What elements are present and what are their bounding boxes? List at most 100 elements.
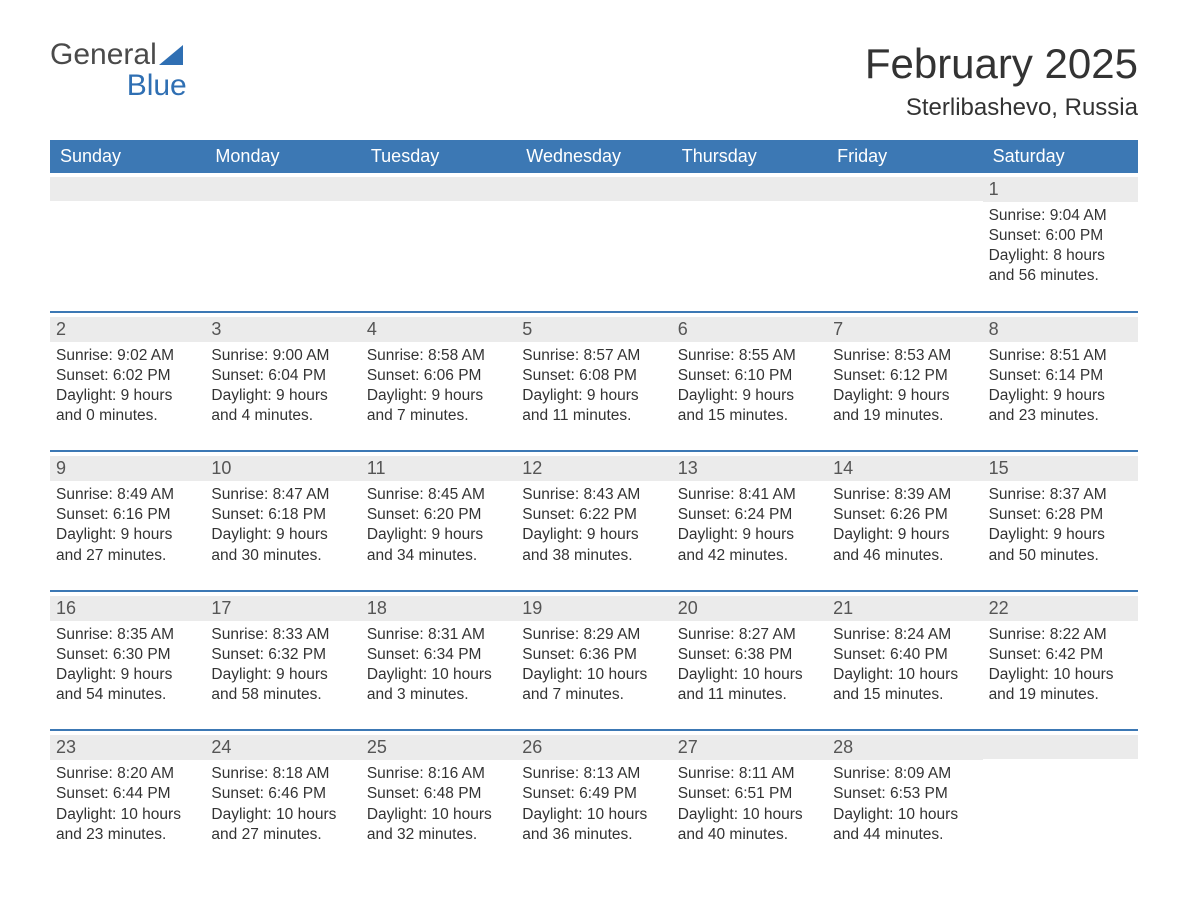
day-cell: 17Sunrise: 8:33 AMSunset: 6:32 PMDayligh… — [205, 592, 360, 716]
daylight-line-1: Daylight: 9 hours — [989, 525, 1132, 545]
day-cell — [50, 173, 205, 297]
day-details: Sunrise: 8:11 AMSunset: 6:51 PMDaylight:… — [676, 764, 821, 845]
daylight-line-2: and 44 minutes. — [833, 825, 976, 845]
daylight-line-2: and 11 minutes. — [678, 685, 821, 705]
day-number — [50, 177, 205, 201]
week-row: 1Sunrise: 9:04 AMSunset: 6:00 PMDaylight… — [50, 173, 1138, 297]
day-details: Sunrise: 8:53 AMSunset: 6:12 PMDaylight:… — [831, 346, 976, 427]
sunset-line: Sunset: 6:18 PM — [211, 505, 354, 525]
sunrise-line: Sunrise: 8:58 AM — [367, 346, 510, 366]
daylight-line-2: and 11 minutes. — [522, 406, 665, 426]
daylight-line-1: Daylight: 10 hours — [522, 805, 665, 825]
sunset-line: Sunset: 6:14 PM — [989, 366, 1132, 386]
sunset-line: Sunset: 6:06 PM — [367, 366, 510, 386]
day-cell: 21Sunrise: 8:24 AMSunset: 6:40 PMDayligh… — [827, 592, 982, 716]
day-number: 12 — [516, 456, 671, 481]
day-number: 23 — [50, 735, 205, 760]
sunset-line: Sunset: 6:42 PM — [989, 645, 1132, 665]
day-number: 16 — [50, 596, 205, 621]
daylight-line-2: and 0 minutes. — [56, 406, 199, 426]
month-title: February 2025 — [865, 40, 1138, 88]
sunset-line: Sunset: 6:36 PM — [522, 645, 665, 665]
sunset-line: Sunset: 6:44 PM — [56, 784, 199, 804]
day-details: Sunrise: 9:00 AMSunset: 6:04 PMDaylight:… — [209, 346, 354, 427]
day-cell: 11Sunrise: 8:45 AMSunset: 6:20 PMDayligh… — [361, 452, 516, 576]
sunrise-line: Sunrise: 8:13 AM — [522, 764, 665, 784]
daylight-line-1: Daylight: 9 hours — [367, 525, 510, 545]
day-cell: 16Sunrise: 8:35 AMSunset: 6:30 PMDayligh… — [50, 592, 205, 716]
daylight-line-2: and 36 minutes. — [522, 825, 665, 845]
sunrise-line: Sunrise: 8:37 AM — [989, 485, 1132, 505]
day-cell: 4 Sunrise: 8:58 AMSunset: 6:06 PMDaylight… — [361, 313, 516, 437]
day-cell: 27Sunrise: 8:11 AMSunset: 6:51 PMDayligh… — [672, 731, 827, 855]
sunset-line: Sunset: 6:40 PM — [833, 645, 976, 665]
sunrise-line: Sunrise: 8:53 AM — [833, 346, 976, 366]
day-header: Saturday — [983, 140, 1138, 173]
day-number: 4 — [361, 317, 516, 342]
day-cell: 6Sunrise: 8:55 AMSunset: 6:10 PMDaylight… — [672, 313, 827, 437]
day-details: Sunrise: 8:49 AMSunset: 6:16 PMDaylight:… — [54, 485, 199, 566]
sunrise-line: Sunrise: 8:55 AM — [678, 346, 821, 366]
daylight-line-1: Daylight: 9 hours — [56, 525, 199, 545]
day-number: 22 — [983, 596, 1138, 621]
daylight-line-1: Daylight: 10 hours — [56, 805, 199, 825]
day-cell — [827, 173, 982, 297]
day-header: Sunday — [50, 140, 205, 173]
day-cell: 18Sunrise: 8:31 AMSunset: 6:34 PMDayligh… — [361, 592, 516, 716]
day-number: 3 — [205, 317, 360, 342]
day-number — [827, 177, 982, 201]
day-cell: 28Sunrise: 8:09 AMSunset: 6:53 PMDayligh… — [827, 731, 982, 855]
header: General Blue February 2025 Sterlibashevo… — [50, 40, 1138, 122]
day-cell: 9Sunrise: 8:49 AMSunset: 6:16 PMDaylight… — [50, 452, 205, 576]
logo-sail-icon — [159, 41, 187, 71]
week-row: 2Sunrise: 9:02 AMSunset: 6:02 PMDaylight… — [50, 311, 1138, 437]
day-cell — [516, 173, 671, 297]
day-cell: 13Sunrise: 8:41 AMSunset: 6:24 PMDayligh… — [672, 452, 827, 576]
logo-text: General Blue — [50, 40, 187, 101]
daylight-line-1: Daylight: 9 hours — [56, 665, 199, 685]
day-number: 24 — [205, 735, 360, 760]
day-cell: 14 Sunrise: 8:39 AMSunset: 6:26 PMDayligh… — [827, 452, 982, 576]
day-header: Wednesday — [516, 140, 671, 173]
day-details: Sunrise: 8:43 AMSunset: 6:22 PMDaylight:… — [520, 485, 665, 566]
day-cell: 22Sunrise: 8:22 AMSunset: 6:42 PMDayligh… — [983, 592, 1138, 716]
week-row: 16Sunrise: 8:35 AMSunset: 6:30 PMDayligh… — [50, 590, 1138, 716]
day-cell — [205, 173, 360, 297]
sunrise-line: Sunrise: 8:24 AM — [833, 625, 976, 645]
sunset-line: Sunset: 6:08 PM — [522, 366, 665, 386]
sunset-line: Sunset: 6:49 PM — [522, 784, 665, 804]
daylight-line-2: and 4 minutes. — [211, 406, 354, 426]
daylight-line-1: Daylight: 10 hours — [367, 665, 510, 685]
day-number: 20 — [672, 596, 827, 621]
daylight-line-2: and 46 minutes. — [833, 546, 976, 566]
sunrise-line: Sunrise: 8:49 AM — [56, 485, 199, 505]
daylight-line-2: and 7 minutes. — [367, 406, 510, 426]
sunset-line: Sunset: 6:51 PM — [678, 784, 821, 804]
day-details: Sunrise: 8:20 AMSunset: 6:44 PMDaylight:… — [54, 764, 199, 845]
day-details: Sunrise: 8:57 AMSunset: 6:08 PMDaylight:… — [520, 346, 665, 427]
week-row: 23 Sunrise: 8:20 AMSunset: 6:44 PMDayligh… — [50, 729, 1138, 855]
sunrise-line: Sunrise: 9:00 AM — [211, 346, 354, 366]
day-details: Sunrise: 8:18 AMSunset: 6:46 PMDaylight:… — [209, 764, 354, 845]
sunset-line: Sunset: 6:30 PM — [56, 645, 199, 665]
day-number: 5 — [516, 317, 671, 342]
daylight-line-1: Daylight: 9 hours — [211, 386, 354, 406]
sunrise-line: Sunrise: 9:04 AM — [989, 206, 1132, 226]
daylight-line-2: and 34 minutes. — [367, 546, 510, 566]
daylight-line-1: Daylight: 8 hours — [989, 246, 1132, 266]
sunrise-line: Sunrise: 8:29 AM — [522, 625, 665, 645]
day-cell: 3 Sunrise: 9:00 AMSunset: 6:04 PMDaylight… — [205, 313, 360, 437]
day-number: 14 — [827, 456, 982, 481]
day-number: 25 — [361, 735, 516, 760]
day-number: 19 — [516, 596, 671, 621]
day-number — [672, 177, 827, 201]
day-cell: 26 Sunrise: 8:13 AMSunset: 6:49 PMDayligh… — [516, 731, 671, 855]
day-details: Sunrise: 8:39 AMSunset: 6:26 PMDaylight:… — [831, 485, 976, 566]
logo-word-general: General — [50, 38, 157, 71]
daylight-line-1: Daylight: 9 hours — [367, 386, 510, 406]
daylight-line-1: Daylight: 10 hours — [833, 805, 976, 825]
day-number: 26 — [516, 735, 671, 760]
sunset-line: Sunset: 6:26 PM — [833, 505, 976, 525]
sunset-line: Sunset: 6:02 PM — [56, 366, 199, 386]
day-header: Tuesday — [361, 140, 516, 173]
